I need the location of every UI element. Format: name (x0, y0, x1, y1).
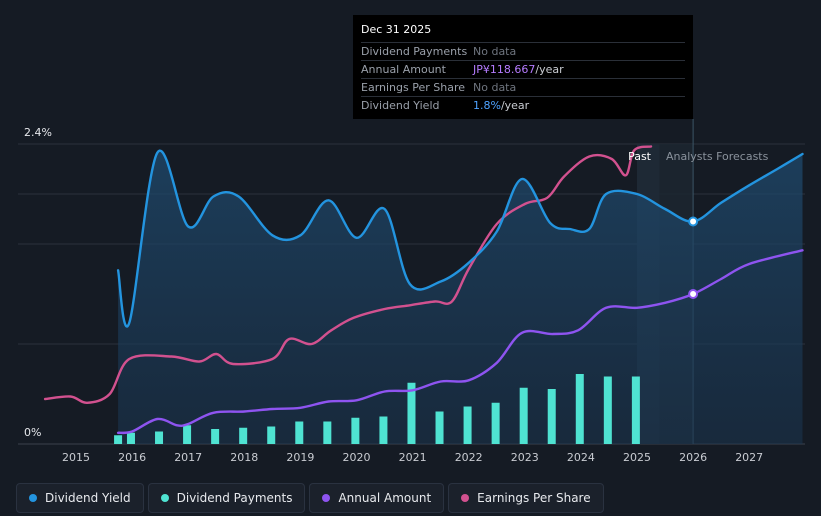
x-tick-label: 2018 (230, 451, 258, 464)
dividend-payment-bar (323, 421, 332, 444)
tooltip-value: JP¥118.667 (473, 63, 536, 76)
tooltip-unit: /year (500, 99, 530, 112)
dividend-payment-bar (407, 382, 416, 444)
x-tick-label: 2027 (735, 451, 763, 464)
annual-amount-line (116, 249, 804, 435)
legend-label: Dividend Payments (176, 491, 293, 505)
tooltip-label: Dividend Payments (361, 45, 468, 58)
legend-annual-amount[interactable]: Annual Amount (309, 483, 445, 513)
dividend-payment-bar (575, 374, 584, 444)
y-axis-max-label: 2.4% (24, 126, 52, 139)
legend-label: Dividend Yield (45, 491, 131, 505)
dividend-payment-bar (114, 435, 123, 444)
tooltip-value: No data (473, 81, 517, 94)
dividend-payment-bar (519, 387, 528, 444)
legend-label: Earnings Per Share (477, 491, 591, 505)
annual-amount-marker (688, 289, 699, 299)
legend-dot-icon (160, 494, 169, 502)
dividend-payment-bar (351, 417, 360, 444)
dividend-payment-bar (491, 402, 500, 444)
dividend-payment-bar (295, 421, 304, 444)
legend-label: Annual Amount (338, 491, 432, 505)
x-tick-label: 2026 (679, 451, 707, 464)
y-axis-min-label: 0% (24, 426, 41, 439)
tooltip-value: 1.8% (473, 99, 501, 112)
analysts-forecasts-label: Analysts Forecasts (666, 150, 769, 163)
dividend-payment-bar (435, 411, 444, 444)
legend-dividend-yield[interactable]: Dividend Yield (16, 483, 144, 513)
x-tick-label: 2025 (623, 451, 651, 464)
tooltip-row-earnings-per-share: Earnings Per Share No data (361, 78, 685, 96)
tooltip: Dec 31 2025 Dividend Payments No data An… (353, 15, 693, 119)
dividend-payment-bar (126, 432, 135, 444)
legend: Dividend Yield Dividend Payments Annual … (16, 483, 604, 515)
x-tick-label: 2015 (62, 451, 90, 464)
tooltip-unit: /year (535, 63, 564, 76)
legend-dot-icon (322, 494, 331, 502)
x-tick-label: 2021 (399, 451, 427, 464)
tooltip-row-dividend-payments: Dividend Payments No data (361, 42, 685, 60)
dividend-payment-bar (547, 389, 556, 444)
legend-dot-icon (29, 494, 37, 502)
dividend-payment-bar (603, 376, 612, 444)
x-tick-label: 2024 (567, 451, 595, 464)
dividend-payment-bar (183, 425, 192, 444)
past-label: Past (628, 150, 652, 163)
x-tick-label: 2016 (118, 451, 146, 464)
x-tick-label: 2020 (343, 451, 371, 464)
tooltip-value: No data (473, 45, 517, 58)
dividend-payment-bar (155, 431, 164, 444)
dividend-yield-marker (688, 216, 699, 227)
tooltip-label: Annual Amount (361, 63, 446, 76)
dividend-payment-bar (379, 416, 388, 444)
dividend-payment-bar (239, 427, 248, 444)
x-tick-label: 2019 (286, 451, 314, 464)
dividend-yield-line (116, 149, 804, 328)
tooltip-row-dividend-yield: Dividend Yield 1.8% /year (361, 96, 685, 114)
x-tick-label: 2023 (511, 451, 539, 464)
tooltip-label: Earnings Per Share (361, 81, 466, 94)
legend-dividend-payments[interactable]: Dividend Payments (147, 483, 306, 513)
earnings-per-share-line (43, 145, 653, 404)
tooltip-date: Dec 31 2025 (361, 23, 432, 36)
x-tick-label: 2017 (174, 451, 202, 464)
dividend-payment-bar (267, 426, 276, 444)
tooltip-label: Dividend Yield (361, 99, 440, 112)
legend-dot-icon (461, 494, 470, 502)
dividend-payment-bar (211, 429, 220, 444)
dividend-payment-bar (463, 406, 472, 444)
x-tick-label: 2022 (455, 451, 483, 464)
legend-earnings-per-share[interactable]: Earnings Per Share (448, 483, 604, 513)
dividend-yield-area (118, 150, 803, 444)
dividend-payment-bar (631, 376, 640, 444)
tooltip-row-annual-amount: Annual Amount JP¥118.667 /year (361, 60, 685, 78)
